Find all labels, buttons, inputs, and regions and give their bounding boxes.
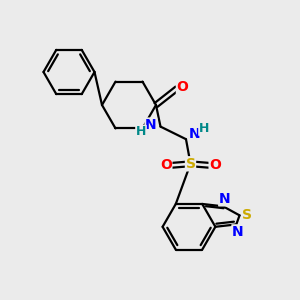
Text: O: O [209,158,221,172]
Text: H: H [199,122,209,135]
Text: H: H [136,125,146,139]
Text: N: N [219,192,230,206]
Text: S: S [185,157,196,171]
Text: N: N [232,225,244,239]
Text: O: O [176,80,188,94]
Text: S: S [242,208,252,222]
Text: O: O [160,158,172,172]
Text: N: N [145,118,157,132]
Text: N: N [189,127,200,141]
